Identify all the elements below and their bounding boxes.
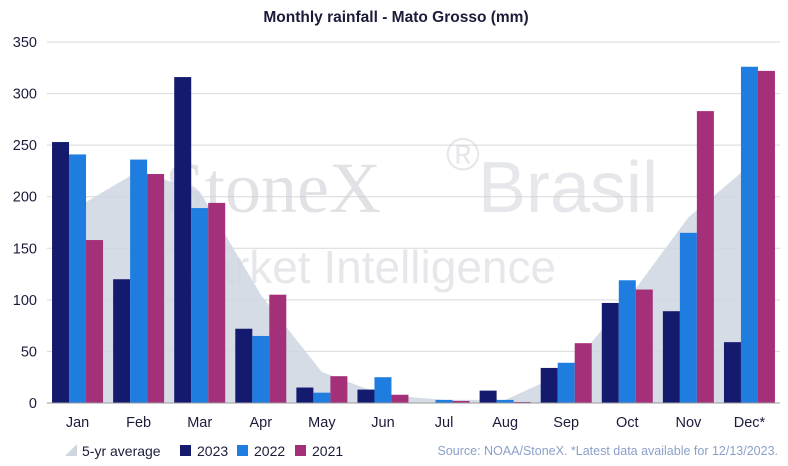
chart-title: Monthly rainfall - Mato Grosso (mm) <box>263 9 528 26</box>
bar-2022-Nov <box>679 232 697 403</box>
bar-2022-Jan <box>69 154 87 403</box>
bar-2023-Oct <box>601 302 619 403</box>
bar-2021-Feb <box>147 174 165 403</box>
bar-2023-Dec <box>723 342 741 403</box>
x-tick-label: Mar <box>187 415 212 431</box>
x-tick-label: Jun <box>371 415 394 431</box>
legend-label: 2022 <box>254 443 285 459</box>
bar-2021-Jun <box>391 394 409 403</box>
bar-2023-Nov <box>662 311 680 403</box>
x-tick-label: May <box>308 415 336 431</box>
bar-2021-Sep <box>574 343 592 403</box>
y-tick-label: 250 <box>13 138 37 154</box>
legend-label: 2023 <box>197 443 228 459</box>
bar-2022-Aug <box>496 399 514 403</box>
bar-2021-Oct <box>635 289 653 403</box>
bar-2021-Dec <box>757 70 775 403</box>
bar-2022-Apr <box>252 335 270 403</box>
bar-2022-Jun <box>374 377 392 403</box>
axes: 0 50 100 150 200 250 300 350 Jan Feb Mar Apr May Jun J… <box>13 35 780 431</box>
x-tick-label: Aug <box>492 415 518 431</box>
source-note: Source: NOAA/StoneX. *Latest data availa… <box>438 444 779 458</box>
bar-2021-Apr <box>269 294 287 403</box>
y-tick-label: 300 <box>13 87 37 103</box>
x-tick-label: Nov <box>675 415 702 431</box>
bar-2021-Jul <box>452 400 470 403</box>
legend-label: 2021 <box>312 443 343 459</box>
bar-2022-Mar <box>191 208 209 403</box>
x-tick-label: Oct <box>616 415 639 431</box>
bar-2021-Mar <box>208 202 226 403</box>
legend-swatch <box>180 445 191 456</box>
bar-2022-May <box>313 392 331 403</box>
bar-2021-Aug <box>513 401 531 403</box>
x-tick-label: Jul <box>435 415 454 431</box>
bar-2021-May <box>330 376 348 403</box>
bar-2023-Jun <box>357 389 375 403</box>
bar-2023-Apr <box>235 328 253 403</box>
bar-2022-Oct <box>618 280 636 403</box>
watermark-region: Brasil <box>478 148 658 228</box>
bar-2023-Feb <box>113 279 131 403</box>
x-tick-label: Sep <box>553 415 579 431</box>
bar-2022-Jul <box>435 399 453 403</box>
bar-2023-Sep <box>540 367 558 403</box>
watermark-registered: ® <box>446 128 480 180</box>
y-tick-label: 50 <box>21 344 37 360</box>
legend-swatch <box>237 445 248 456</box>
x-tick-label: Jan <box>66 415 89 431</box>
bar-2023-May <box>296 387 314 403</box>
y-tick-label: 200 <box>13 190 37 206</box>
bar-2021-Nov <box>696 111 714 403</box>
legend-swatch <box>65 444 77 456</box>
y-tick-label: 350 <box>13 35 37 51</box>
bar-2021-Jan <box>86 240 104 403</box>
x-tick-label: Feb <box>126 415 151 431</box>
x-tick-label: Apr <box>250 415 273 431</box>
x-tick-label: Dec* <box>734 415 766 431</box>
legend-label: 5-yr average <box>82 443 161 459</box>
y-tick-label: 0 <box>29 396 37 412</box>
bar-2022-Feb <box>130 159 148 403</box>
legend: 5-yr average 2023 2022 2021 <box>65 443 343 459</box>
bar-2022-Dec <box>740 66 758 404</box>
bar-2023-Jan <box>52 142 70 403</box>
bar-2023-Mar <box>174 77 192 403</box>
bars <box>52 66 775 404</box>
legend-swatch <box>295 445 306 456</box>
y-tick-label: 100 <box>13 293 37 309</box>
bar-2022-Sep <box>557 362 575 403</box>
bar-2023-Aug <box>479 390 497 403</box>
y-tick-label: 150 <box>13 241 37 257</box>
